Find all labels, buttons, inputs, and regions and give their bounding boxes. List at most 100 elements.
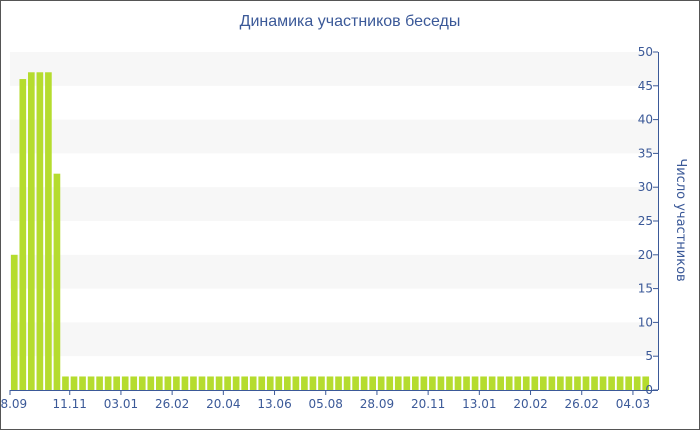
bar [147, 376, 155, 390]
bar [377, 376, 385, 390]
y-tick-label: 45 [638, 79, 653, 93]
bar [616, 376, 624, 390]
bar [488, 376, 496, 390]
bar [463, 376, 470, 390]
bar [284, 376, 291, 390]
bar [454, 376, 462, 390]
bar [326, 376, 334, 390]
bar [96, 376, 103, 390]
x-tick-label: 20.02 [513, 397, 547, 411]
bars [10, 72, 650, 390]
bar [53, 173, 61, 390]
bar [633, 376, 641, 390]
bar [181, 376, 189, 390]
grid-band [10, 119, 658, 154]
bar [471, 376, 479, 390]
bar [522, 376, 530, 390]
grid-band [10, 187, 658, 221]
bar [599, 376, 607, 390]
y-tick-label: 30 [638, 180, 653, 194]
bar [10, 254, 18, 390]
bar [156, 376, 163, 390]
bar [241, 376, 248, 390]
bar [62, 376, 69, 390]
x-tick-label: 13.01 [462, 397, 496, 411]
bar [437, 376, 445, 390]
bar [514, 376, 522, 390]
bar [309, 376, 317, 390]
bar [198, 376, 206, 390]
y-axis-ticks: 0 5 10 15 20 25 30 35 40 45 50 [638, 45, 658, 397]
x-tick-label: 05.08 [309, 397, 343, 411]
bar [557, 376, 564, 390]
bar [565, 376, 573, 390]
bar [591, 376, 598, 390]
y-tick-label: 50 [638, 45, 653, 59]
bar [335, 376, 342, 390]
bar [266, 376, 274, 390]
bar [45, 72, 52, 390]
bar [138, 376, 146, 390]
y-tick-label: 35 [638, 146, 653, 160]
grid-band [10, 52, 658, 86]
bar [369, 376, 376, 390]
x-tick-label: 26.02 [565, 397, 599, 411]
bar [386, 376, 394, 390]
bar [412, 376, 419, 390]
bar [121, 376, 129, 390]
chart-title: Динамика участников беседы [239, 13, 461, 30]
bar [113, 376, 120, 390]
bar [249, 376, 257, 390]
bar [36, 72, 44, 390]
y-axis-label: Число участников [673, 158, 688, 281]
bar [574, 376, 581, 390]
bar [505, 376, 513, 390]
bar [343, 376, 351, 390]
x-axis-ticks: 18.09 11.11 03.01 26.02 20.04 13.06 05.08 28.09… [0, 390, 650, 411]
bar [28, 72, 35, 390]
bar [19, 79, 27, 390]
x-tick-label: 04.03 [616, 397, 650, 411]
bar [164, 376, 172, 390]
bar [207, 376, 214, 390]
y-tick-label: 20 [638, 248, 653, 262]
bar [87, 376, 95, 390]
x-tick-label: 20.04 [206, 397, 240, 411]
y-tick-label: 15 [638, 282, 653, 296]
x-tick-label: 20.11 [411, 397, 445, 411]
bar [215, 376, 223, 390]
bar [292, 376, 300, 390]
bar [497, 376, 504, 390]
y-tick-label: 25 [638, 214, 653, 228]
bar [318, 376, 325, 390]
x-tick-label: 03.01 [104, 397, 138, 411]
x-tick-label: 26.02 [155, 397, 189, 411]
bar [540, 376, 547, 390]
bar [420, 376, 428, 390]
y-tick-label: 0 [645, 383, 653, 397]
bar [70, 376, 78, 390]
bar [582, 376, 590, 390]
bar [429, 376, 436, 390]
bar [548, 376, 556, 390]
bar [79, 376, 86, 390]
y-tick-label: 5 [645, 349, 653, 363]
bar [301, 376, 308, 390]
bar [531, 376, 539, 390]
y-tick-label: 10 [638, 315, 653, 329]
y-tick-label: 40 [638, 113, 653, 127]
x-tick-label: 28.09 [360, 397, 394, 411]
bar [275, 376, 283, 390]
grid-bands [10, 52, 658, 357]
bar [642, 376, 650, 390]
bar [104, 376, 112, 390]
grid-band [10, 322, 658, 357]
bar [625, 376, 632, 390]
bar [446, 376, 453, 390]
x-tick-label: 18.09 [0, 397, 27, 411]
bar [352, 376, 359, 390]
bar [608, 376, 615, 390]
bar [190, 376, 197, 390]
bar [258, 376, 266, 390]
